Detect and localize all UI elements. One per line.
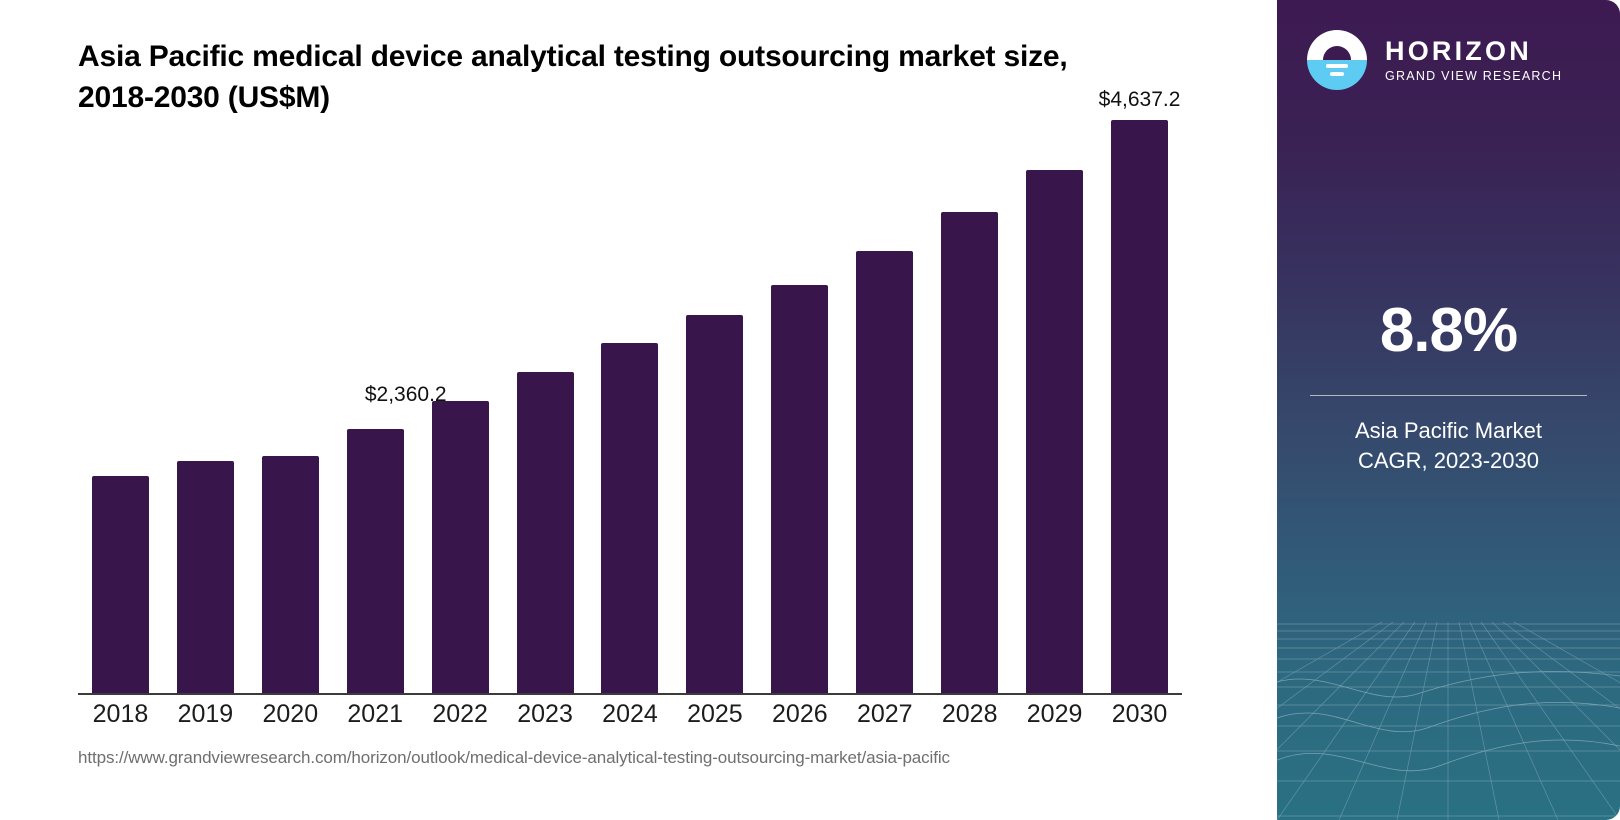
x-tick-2023: 2023 bbox=[517, 700, 573, 728]
bar[interactable] bbox=[91, 476, 149, 693]
bar[interactable] bbox=[346, 429, 404, 693]
bar[interactable] bbox=[1026, 170, 1084, 693]
page-title: Asia Pacific medical device analytical t… bbox=[78, 40, 1068, 115]
bar-slot bbox=[503, 120, 588, 693]
cagr-caption-line1: Asia Pacific Market bbox=[1354, 418, 1543, 443]
x-tick-2020: 2020 bbox=[262, 700, 319, 728]
x-tick-2029: 2029 bbox=[1026, 700, 1083, 728]
brand-tagline: GRAND VIEW RESEARCH bbox=[1385, 69, 1563, 84]
bar[interactable] bbox=[601, 343, 659, 693]
cagr-block: 8.8% Asia Pacific Market CAGR, 2023-2030 bbox=[1277, 300, 1620, 475]
bar-slot bbox=[842, 120, 927, 693]
bar[interactable] bbox=[431, 401, 489, 693]
bar[interactable] bbox=[856, 251, 914, 693]
brand-logo: HORIZON GRAND VIEW RESEARCH bbox=[1305, 28, 1562, 92]
bar-slot bbox=[672, 120, 757, 693]
x-tick-2027: 2027 bbox=[856, 700, 913, 728]
bar-slot bbox=[248, 120, 333, 693]
bar-series: $2,360.2 $4,637.2 bbox=[78, 88, 1182, 693]
x-tick-2028: 2028 bbox=[941, 700, 998, 728]
bar[interactable] bbox=[686, 315, 744, 693]
x-tick-2021: 2021 bbox=[347, 700, 404, 728]
wireframe-mesh-decoration bbox=[1277, 621, 1620, 820]
bar-slot bbox=[588, 120, 673, 693]
bar-slot bbox=[757, 120, 842, 693]
bar-value-label: $4,637.2 bbox=[1098, 88, 1181, 111]
bar[interactable] bbox=[1111, 120, 1169, 693]
bar-slot bbox=[333, 120, 418, 693]
bar-slot bbox=[927, 120, 1012, 693]
bar[interactable] bbox=[941, 212, 999, 693]
x-tick-2019: 2019 bbox=[177, 700, 234, 728]
x-tick-2018: 2018 bbox=[92, 700, 149, 728]
bar-slot bbox=[78, 120, 163, 693]
chart-panel: Asia Pacific medical device analytical t… bbox=[78, 40, 1182, 767]
horizon-sunrise-logo-icon bbox=[1307, 30, 1367, 90]
bar-slot bbox=[163, 120, 248, 693]
x-axis-line bbox=[78, 693, 1182, 695]
bar-slot: $2,360.2 bbox=[365, 120, 503, 693]
divider bbox=[1310, 395, 1587, 396]
x-tick-2030: 2030 bbox=[1111, 700, 1168, 728]
source-url: https://www.grandviewresearch.com/horizo… bbox=[78, 748, 950, 767]
bar-value-label: $2,360.2 bbox=[364, 383, 447, 406]
bar[interactable] bbox=[516, 372, 574, 693]
side-panel: HORIZON GRAND VIEW RESEARCH 8.8% Asia Pa… bbox=[1277, 0, 1620, 820]
bar-slot: $4,637.2 bbox=[1097, 88, 1182, 693]
plot-area: $2,360.2 $4,637.2 bbox=[78, 88, 1182, 695]
cagr-caption-line2: CAGR, 2023-2030 bbox=[1358, 447, 1539, 473]
x-tick-2024: 2024 bbox=[602, 700, 658, 728]
x-axis-tick-labels: 2018 2019 2020 2021 2022 2023 2024 2025 2026 2027… bbox=[78, 700, 1182, 729]
bar[interactable] bbox=[176, 461, 234, 693]
bar[interactable] bbox=[261, 456, 319, 693]
brand-logo-text: HORIZON GRAND VIEW RESEARCH bbox=[1385, 35, 1563, 84]
bar-slot bbox=[1012, 120, 1097, 693]
cagr-value: 8.8% bbox=[1379, 296, 1518, 365]
x-tick-2026: 2026 bbox=[772, 700, 828, 728]
x-tick-2022: 2022 bbox=[432, 700, 488, 728]
x-tick-2025: 2025 bbox=[687, 700, 743, 728]
bar[interactable] bbox=[771, 285, 829, 693]
brand-name: HORIZON bbox=[1385, 35, 1532, 66]
